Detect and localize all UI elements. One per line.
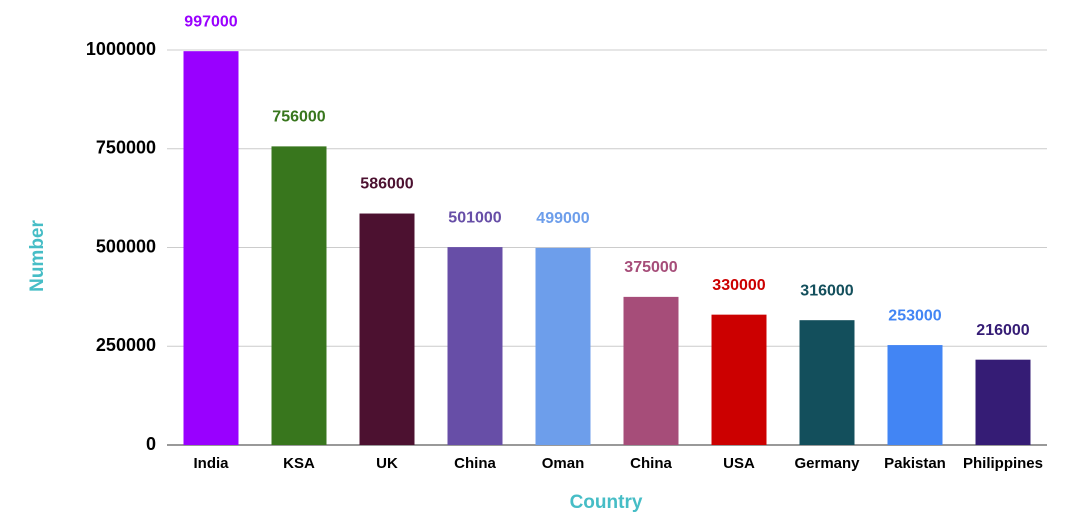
x-tick-label: Germany (794, 455, 860, 472)
x-tick-label: USA (723, 455, 755, 472)
bar (711, 314, 767, 445)
data-label: 316000 (800, 282, 853, 299)
bar (799, 320, 855, 445)
x-tick-label: Oman (542, 455, 585, 472)
bar (359, 213, 415, 445)
data-label: 253000 (888, 307, 941, 324)
y-tick-label: 1000000 (86, 39, 156, 59)
bar (271, 146, 327, 445)
x-tick-label: Pakistan (884, 455, 946, 472)
data-label: 375000 (624, 259, 677, 276)
bar (447, 247, 503, 445)
bar (975, 359, 1031, 445)
y-axis-title: Number (27, 220, 48, 292)
bar (887, 345, 943, 445)
data-label: 586000 (360, 176, 413, 193)
y-tick-label: 500000 (96, 236, 156, 256)
x-tick-label: China (454, 455, 496, 472)
y-tick-label: 250000 (96, 335, 156, 355)
bar (535, 247, 591, 445)
bar (623, 296, 679, 445)
x-tick-label: KSA (283, 455, 315, 472)
x-tick-label: Philippines (963, 455, 1043, 472)
x-tick-label: China (630, 455, 672, 472)
y-tick-label: 0 (146, 434, 156, 454)
data-label: 756000 (272, 109, 325, 126)
bar (183, 51, 239, 446)
x-tick-label: UK (376, 455, 398, 472)
data-label: 216000 (976, 322, 1029, 339)
data-label: 501000 (448, 209, 501, 226)
data-label: 499000 (536, 210, 589, 227)
y-tick-label: 750000 (96, 138, 156, 158)
data-label: 330000 (712, 277, 765, 294)
data-label: 997000 (184, 13, 237, 30)
x-axis-title: Country (570, 492, 643, 513)
x-tick-label: India (193, 455, 229, 472)
